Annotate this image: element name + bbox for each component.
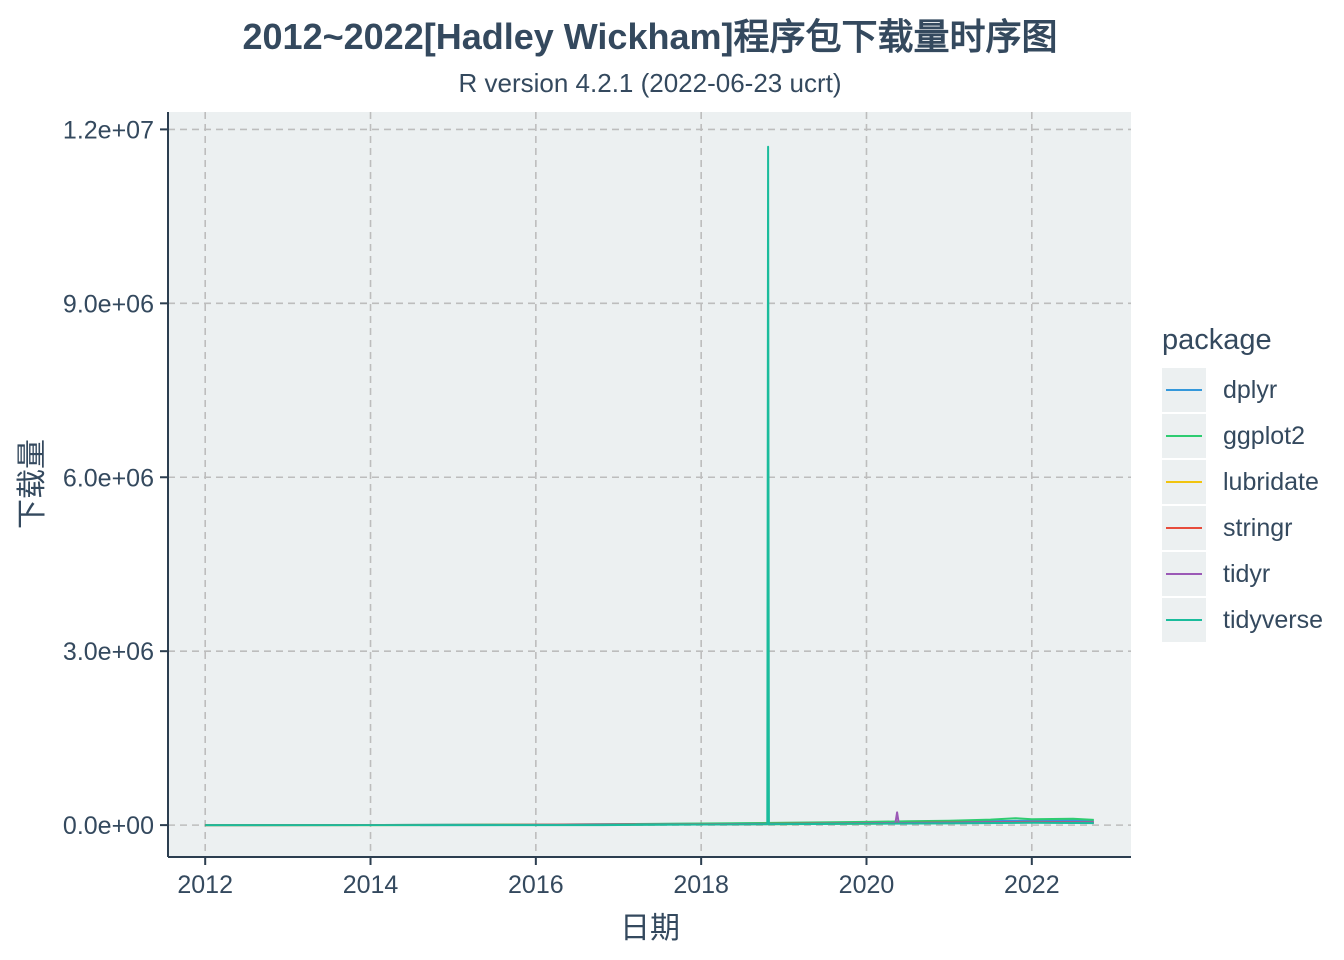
x-tick-label: 2018 (673, 871, 729, 899)
chart-subtitle: R version 4.2.1 (2022-06-23 ucrt) (458, 68, 842, 98)
legend-swatch (1166, 573, 1202, 575)
y-tick-label: 6.0e+06 (63, 464, 154, 492)
x-tick-label: 2014 (343, 871, 399, 899)
legend-item-tidyverse: tidyverse (1162, 597, 1323, 643)
legend-item-tidyr: tidyr (1162, 551, 1323, 597)
y-tick-label: 9.0e+06 (63, 290, 154, 318)
legend-label: stringr (1223, 513, 1293, 542)
legend-item-lubridate: lubridate (1162, 459, 1323, 505)
legend-label: tidyverse (1223, 605, 1324, 634)
series-lines (205, 145, 1094, 827)
legend-swatch (1166, 481, 1202, 483)
x-tick-label: 2016 (508, 871, 564, 899)
legend-key (1162, 552, 1206, 596)
legend-swatch (1166, 527, 1202, 529)
axes: 0.0e+00 3.0e+06 6.0e+06 9.0e+06 1.2e+07 2012 2… (63, 112, 1131, 899)
legend-key (1162, 368, 1206, 412)
legend-item-dplyr: dplyr (1162, 367, 1323, 413)
legend-title: package (1162, 324, 1272, 356)
legend-item-stringr: stringr (1162, 505, 1323, 551)
y-axis-title: 下载量 (15, 439, 50, 529)
legend-key (1162, 598, 1206, 642)
legend-key (1162, 414, 1206, 458)
legend-item-ggplot2: ggplot2 (1162, 413, 1323, 459)
x-tick-label: 2012 (177, 871, 233, 899)
legend-key (1162, 460, 1206, 504)
y-tick-label: 1.2e+07 (63, 116, 154, 144)
legend-label: dplyr (1223, 375, 1278, 404)
y-tick-label: 3.0e+06 (63, 638, 154, 666)
legend-swatch (1166, 389, 1202, 391)
series-line-tidyverse (205, 145, 1094, 827)
legend-label: ggplot2 (1223, 421, 1306, 450)
legend: package dplyr ggplot2 lubridate stringr tidy… (1162, 324, 1323, 643)
legend-label: tidyr (1223, 559, 1271, 588)
legend-key (1162, 506, 1206, 550)
legend-swatch (1166, 619, 1202, 621)
legend-items: dplyr ggplot2 lubridate stringr tidyr tidyver… (1162, 367, 1323, 643)
x-tick-label: 2022 (1004, 871, 1060, 899)
x-tick-label: 2020 (839, 871, 895, 899)
x-axis-title: 日期 (620, 911, 680, 946)
y-tick-label: 0.0e+00 (63, 812, 154, 840)
legend-label: lubridate (1223, 467, 1319, 496)
chart-title: 2012~2022[Hadley Wickham]程序包下载量时序图 (242, 16, 1058, 57)
plot-panel (168, 112, 1131, 857)
legend-swatch (1166, 435, 1202, 437)
